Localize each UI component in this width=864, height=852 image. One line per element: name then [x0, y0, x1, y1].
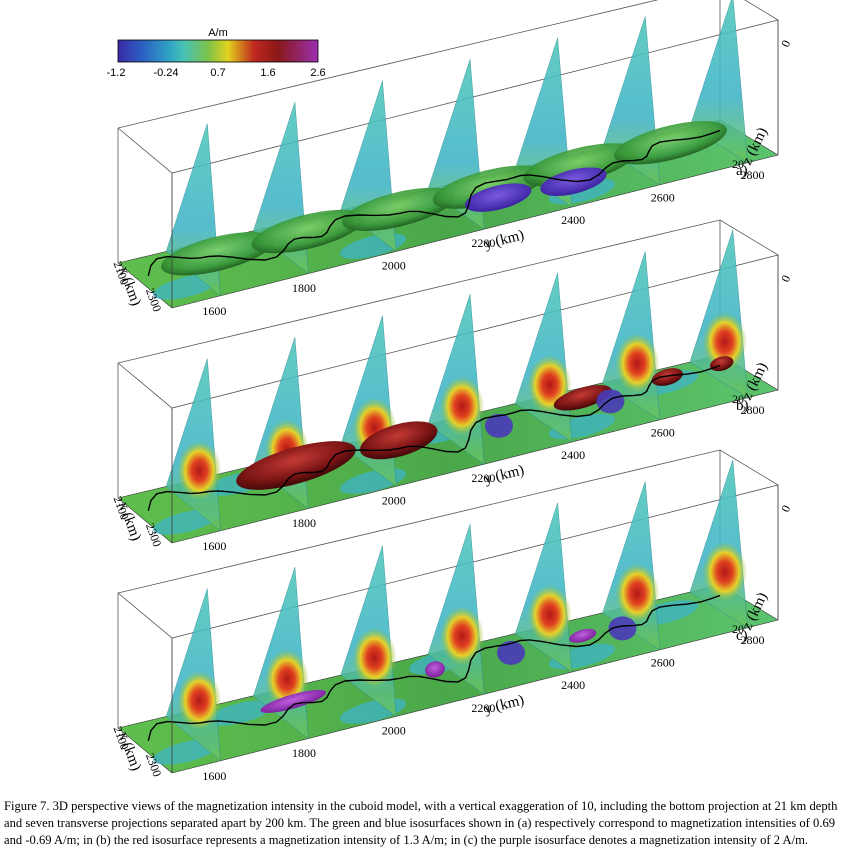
- z-tick-label: 0: [778, 273, 793, 285]
- y-tick-label: 2000: [382, 724, 406, 738]
- figure-3d-views: A/m -1.2 -0.24 0.7 1.6 2.6 1600180020002…: [107, 0, 793, 783]
- y-tick-label: 2000: [382, 259, 406, 273]
- colorbar-tick: 1.6: [260, 67, 275, 79]
- slice-anomaly: [615, 563, 660, 624]
- front-edges: [171, 20, 779, 308]
- slice-anomaly: [177, 440, 222, 501]
- z-tick-label: 0: [778, 38, 793, 50]
- slice-anomaly: [440, 376, 485, 437]
- y-tick-label: 1600: [202, 304, 226, 318]
- colorbar: A/m -1.2 -0.24 0.7 1.6 2.6: [107, 27, 326, 79]
- panel-label: c): [736, 628, 748, 644]
- colorbar-unit: A/m: [208, 27, 228, 39]
- front-edges: [171, 485, 779, 773]
- y-tick-label: 2200: [471, 471, 495, 485]
- colorbar-gradient: [117, 39, 319, 63]
- y-tick-label: 1800: [292, 516, 316, 530]
- caption-line: and seven transverse projections separat…: [4, 816, 836, 830]
- y-tick-label: 2200: [471, 701, 495, 715]
- y-tick-label: 2600: [651, 191, 675, 205]
- z-tick-label: 20: [732, 392, 744, 406]
- slice-anomaly: [352, 627, 397, 688]
- panel-label: a): [736, 163, 748, 179]
- base-anomaly: [206, 700, 274, 726]
- slice-anomaly: [702, 311, 747, 372]
- y-tick-label: 1600: [202, 539, 226, 553]
- z-tick-label: 20: [732, 157, 744, 171]
- y-tick-label: 2400: [561, 213, 585, 227]
- coastline: [147, 364, 721, 511]
- y-tick-label: 2400: [561, 678, 585, 692]
- colorbar-tick: 2.6: [310, 67, 325, 79]
- coastline: [147, 129, 721, 276]
- y-tick-label: 1600: [202, 769, 226, 783]
- z-tick-label: 0: [778, 503, 793, 515]
- figure-caption: Figure 7. 3D perspective views of the ma…: [4, 798, 864, 849]
- z-tick-label: 20: [732, 622, 744, 636]
- y-tick-label: 2600: [651, 656, 675, 670]
- y-tick-label: 2800: [740, 633, 764, 647]
- y-tick-label: 2800: [740, 403, 764, 417]
- y-axis-label: y (km): [483, 462, 526, 487]
- caption-line: and -0.69 A/m; in (b) the red isosurface…: [4, 833, 809, 847]
- slice-anomaly: [702, 541, 747, 602]
- isosurfaces: [161, 121, 727, 276]
- slice-anomaly: [527, 584, 572, 645]
- y-axis-label: y (km): [483, 692, 526, 717]
- y-tick-label: 2000: [382, 494, 406, 508]
- colorbar-tick: -1.2: [107, 67, 126, 79]
- slice-anomaly: [177, 670, 222, 731]
- panel-label: b): [736, 398, 749, 414]
- coastline: [147, 594, 721, 741]
- y-tick-label: 2800: [740, 168, 764, 182]
- y-tick-label: 1800: [292, 281, 316, 295]
- caption-line: Figure 7. 3D perspective views of the ma…: [4, 799, 838, 813]
- y-tick-label: 1800: [292, 746, 316, 760]
- y-tick-label: 2600: [651, 426, 675, 440]
- colorbar-tick: 0.7: [210, 67, 225, 79]
- isosurfaces: [260, 616, 637, 713]
- front-edges: [171, 255, 779, 543]
- y-axis-label: y (km): [483, 227, 526, 252]
- slice-anomaly: [615, 333, 660, 394]
- y-tick-label: 2200: [471, 236, 495, 250]
- y-tick-label: 2400: [561, 448, 585, 462]
- colorbar-tick: -0.24: [153, 67, 178, 79]
- slice-anomaly: [440, 606, 485, 667]
